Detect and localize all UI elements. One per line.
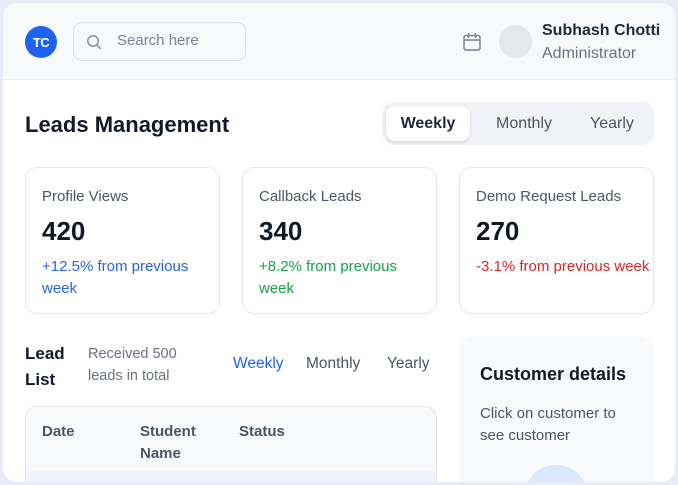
brand-logo[interactable]: TC [25,26,57,58]
stat-value: 340 [259,216,303,246]
stat-card-callback-leads: Callback Leads 340 +8.2% from previous w… [242,167,437,314]
stat-delta: -3.1% from previous week [476,258,650,275]
table-row[interactable] [26,471,436,482]
lead-tab-yearly[interactable]: Yearly [387,355,430,372]
stat-card-profile-views: Profile Views 420 +12.5% from previous w… [25,167,220,314]
leads-dashboard: TC Subhash Chotti Administrator Leads Ma… [3,3,675,482]
period-yearly-button[interactable]: Yearly [590,114,634,132]
lead-tab-monthly[interactable]: Monthly [306,355,361,372]
stat-label: Callback Leads [259,188,362,205]
period-toggle: Weekly Monthly Yearly [382,102,654,145]
stat-value: 270 [476,216,520,246]
lead-list-subtitle: Received 500 leads in total [88,346,177,384]
stat-delta: +8.2% from previous week [259,258,397,297]
top-header: TC Subhash Chotti Administrator [3,3,675,80]
user-avatar[interactable] [499,25,532,58]
lead-list-title: Lead List [25,344,65,389]
period-monthly-button[interactable]: Monthly [495,114,553,132]
column-header-student-name[interactable]: Student Name [140,423,196,462]
user-name: Subhash Chotti [542,22,661,39]
stat-card-demo-request-leads: Demo Request Leads 270 -3.1% from previo… [459,167,654,314]
user-role: Administrator [542,45,637,62]
customer-details-title: Customer details [480,364,627,384]
page-title: Leads Management [25,112,230,137]
stat-value: 420 [42,216,86,246]
search-icon [87,35,102,50]
stat-label: Profile Views [42,188,129,205]
lead-tab-weekly[interactable]: Weekly [233,355,284,372]
search-box[interactable] [73,22,246,61]
calendar-icon[interactable] [461,31,483,53]
period-weekly-button[interactable]: Weekly [386,106,470,141]
customer-avatar-placeholder [524,465,588,482]
lead-table: Date Student Name Status [25,406,437,482]
column-header-status[interactable]: Status [239,423,285,440]
stat-delta: +12.5% from previous week [42,258,189,297]
stat-label: Demo Request Leads [476,188,622,205]
customer-details-panel: Customer details Click on customer to se… [459,336,654,482]
search-input[interactable] [117,32,237,49]
customer-details-hint: Click on customer to see customer [480,405,616,444]
column-header-date[interactable]: Date [42,423,75,440]
